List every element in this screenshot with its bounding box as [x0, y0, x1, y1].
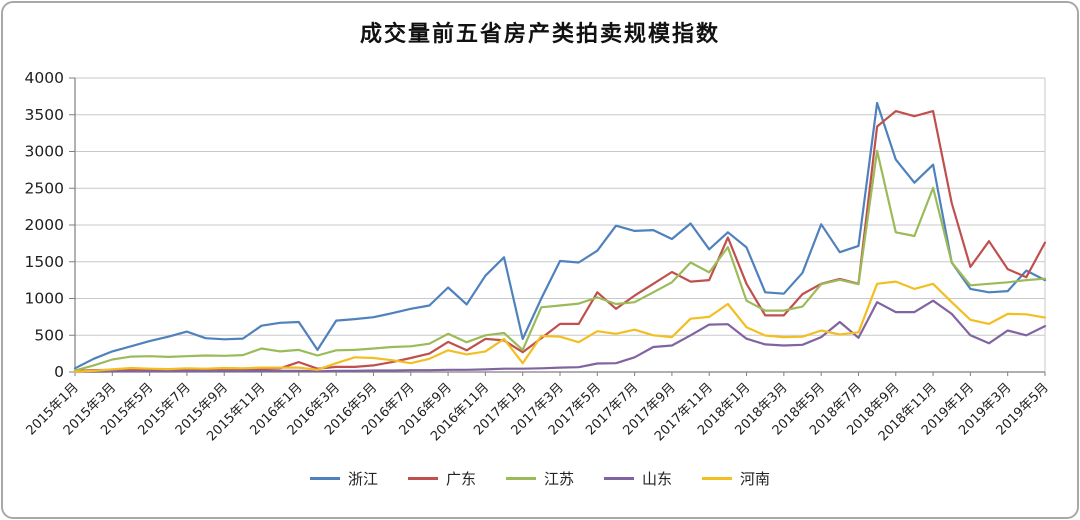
- legend-label-jiangsu: 江苏: [543, 470, 574, 488]
- chart-title: 成交量前五省房产类拍卖规模指数: [359, 22, 720, 47]
- legend-item-jiangsu: 江苏: [505, 468, 574, 489]
- legend-label-guangdong: 广东: [445, 470, 476, 488]
- legend-item-henan: 河南: [702, 468, 770, 489]
- series-line-jiangsu: [73, 149, 1047, 372]
- legend-swatch-henan: [702, 477, 733, 480]
- legend-label-shandong: 山东: [642, 470, 673, 488]
- y-axis-label: 2500: [25, 179, 64, 197]
- legend-item-zhejiang: 浙江: [309, 468, 378, 489]
- y-axis-label: 0: [54, 363, 64, 381]
- legend-item-guangdong: 广东: [407, 468, 476, 489]
- series-line-guangdong: [73, 109, 1047, 372]
- y-axis-label: 1000: [25, 290, 64, 308]
- legend-swatch-shandong: [604, 477, 634, 480]
- y-axis-label: 500: [34, 326, 64, 344]
- series-line-zhejiang: [73, 101, 1047, 370]
- series-line-shandong: [73, 299, 1047, 373]
- plot-area: 050010001500200025003000350040002015年1月2…: [24, 69, 1052, 444]
- series-line-henan: [73, 280, 1047, 373]
- legend-swatch-jiangsu: [505, 477, 536, 480]
- y-axis-label: 3500: [25, 106, 64, 124]
- chart-legend: 浙江 广东 江苏 山东 河南: [0, 468, 1080, 489]
- y-axis-label: 4000: [25, 69, 64, 87]
- legend-swatch-zhejiang: [309, 477, 340, 480]
- y-axis-label: 2000: [25, 216, 64, 234]
- legend-label-henan: 河南: [740, 470, 771, 488]
- y-axis-label: 1500: [25, 253, 64, 271]
- legend-item-shandong: 山东: [604, 468, 672, 489]
- legend-swatch-guangdong: [407, 477, 438, 480]
- legend-label-zhejiang: 浙江: [347, 470, 378, 488]
- y-axis-label: 3000: [25, 143, 64, 161]
